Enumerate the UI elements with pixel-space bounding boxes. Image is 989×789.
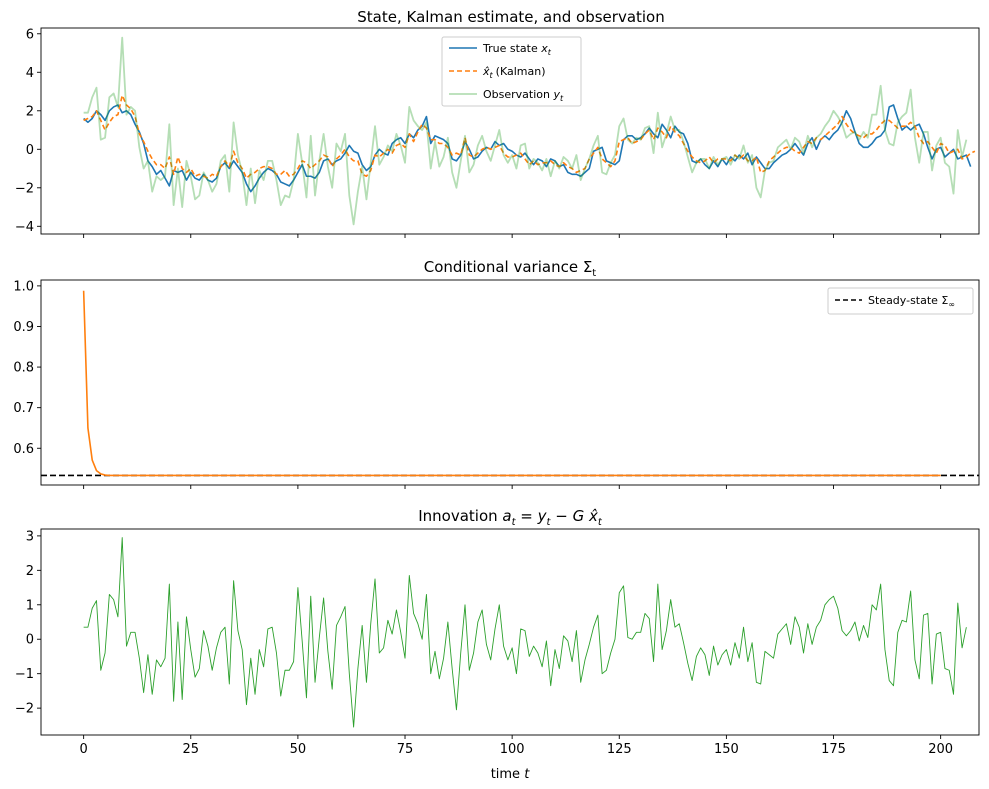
y-tick-label: −4 [15, 220, 34, 235]
y-tick-label: 1 [26, 598, 34, 613]
plot-frame [40, 27, 980, 235]
legend: True state xt x̂t (Kalman) Observation yt [441, 36, 582, 107]
y-tick-label: 2 [26, 564, 34, 579]
x-tick-label: 0 [79, 742, 87, 757]
panel-state: State, Kalman estimate, and observation … [15, 8, 980, 238]
x-tick-label: 100 [500, 742, 525, 757]
y-tick-label: 4 [26, 66, 34, 81]
legend-frame [827, 287, 974, 315]
series-line-0 [82, 290, 941, 477]
x-tick-label: 150 [714, 742, 739, 757]
x-tick-label: 200 [928, 742, 953, 757]
legend-entry-true-state: True state xt [482, 42, 552, 57]
axes: −4 −2 0 2 4 6 [15, 27, 980, 238]
y-tick-label: 6 [26, 27, 34, 42]
legend: Steady-state Σ∞ [827, 287, 974, 315]
legend-frame [441, 36, 582, 107]
y-tick-label: −2 [15, 702, 34, 717]
y-tick-label: 0.9 [13, 320, 34, 335]
x-tick-label: 50 [290, 742, 307, 757]
y-tick-label: −2 [15, 181, 34, 196]
y-tick-label: 3 [26, 529, 34, 544]
series-layer [41, 290, 979, 477]
plot-frame [40, 279, 980, 486]
y-tick-label: 0 [26, 143, 34, 158]
panel-innovation: Innovation at = yt − G x̂t 0 25 50 75 100 125… [15, 507, 980, 782]
legend-entry-observation: Observation yt [483, 88, 564, 103]
series-line-1 [83, 94, 976, 179]
axes: 0 25 50 75 100 125 150 175 200 −2 −1 0 1 2 3 [15, 528, 980, 757]
x-tick-label: 125 [607, 742, 632, 757]
series-line-2 [83, 36, 968, 226]
x-axis-label: time t [491, 767, 531, 782]
y-tick-label: 1.0 [13, 279, 34, 294]
chart-title: Conditional variance Σt [424, 258, 597, 279]
series-line-0 [83, 537, 967, 728]
chart-title: Innovation at = yt − G x̂t [418, 507, 603, 528]
y-tick-label: 0.6 [13, 442, 34, 457]
panel-variance: Conditional variance Σt 0.60.70.80.91.0 … [13, 258, 980, 489]
y-tick-label: 0 [26, 633, 34, 648]
series-layer [83, 537, 967, 728]
x-tick-label: 75 [397, 742, 414, 757]
legend-entry-kalman: x̂t (Kalman) [482, 65, 545, 80]
y-tick-label: 0.7 [13, 401, 34, 416]
y-tick-label: 0.8 [13, 361, 34, 376]
y-tick-label: −1 [15, 667, 34, 682]
series-layer [83, 36, 976, 226]
chart-title: State, Kalman estimate, and observation [357, 8, 665, 26]
axes: 0.6 0.7 0.8 0.9 1.0 [13, 279, 980, 489]
x-tick-label: 25 [182, 742, 199, 757]
x-tick-label: 175 [821, 742, 846, 757]
legend-entry-steady-state: Steady-state Σ∞ [868, 294, 955, 309]
y-tick-label: 2 [26, 104, 34, 119]
plot-frame [40, 528, 980, 736]
